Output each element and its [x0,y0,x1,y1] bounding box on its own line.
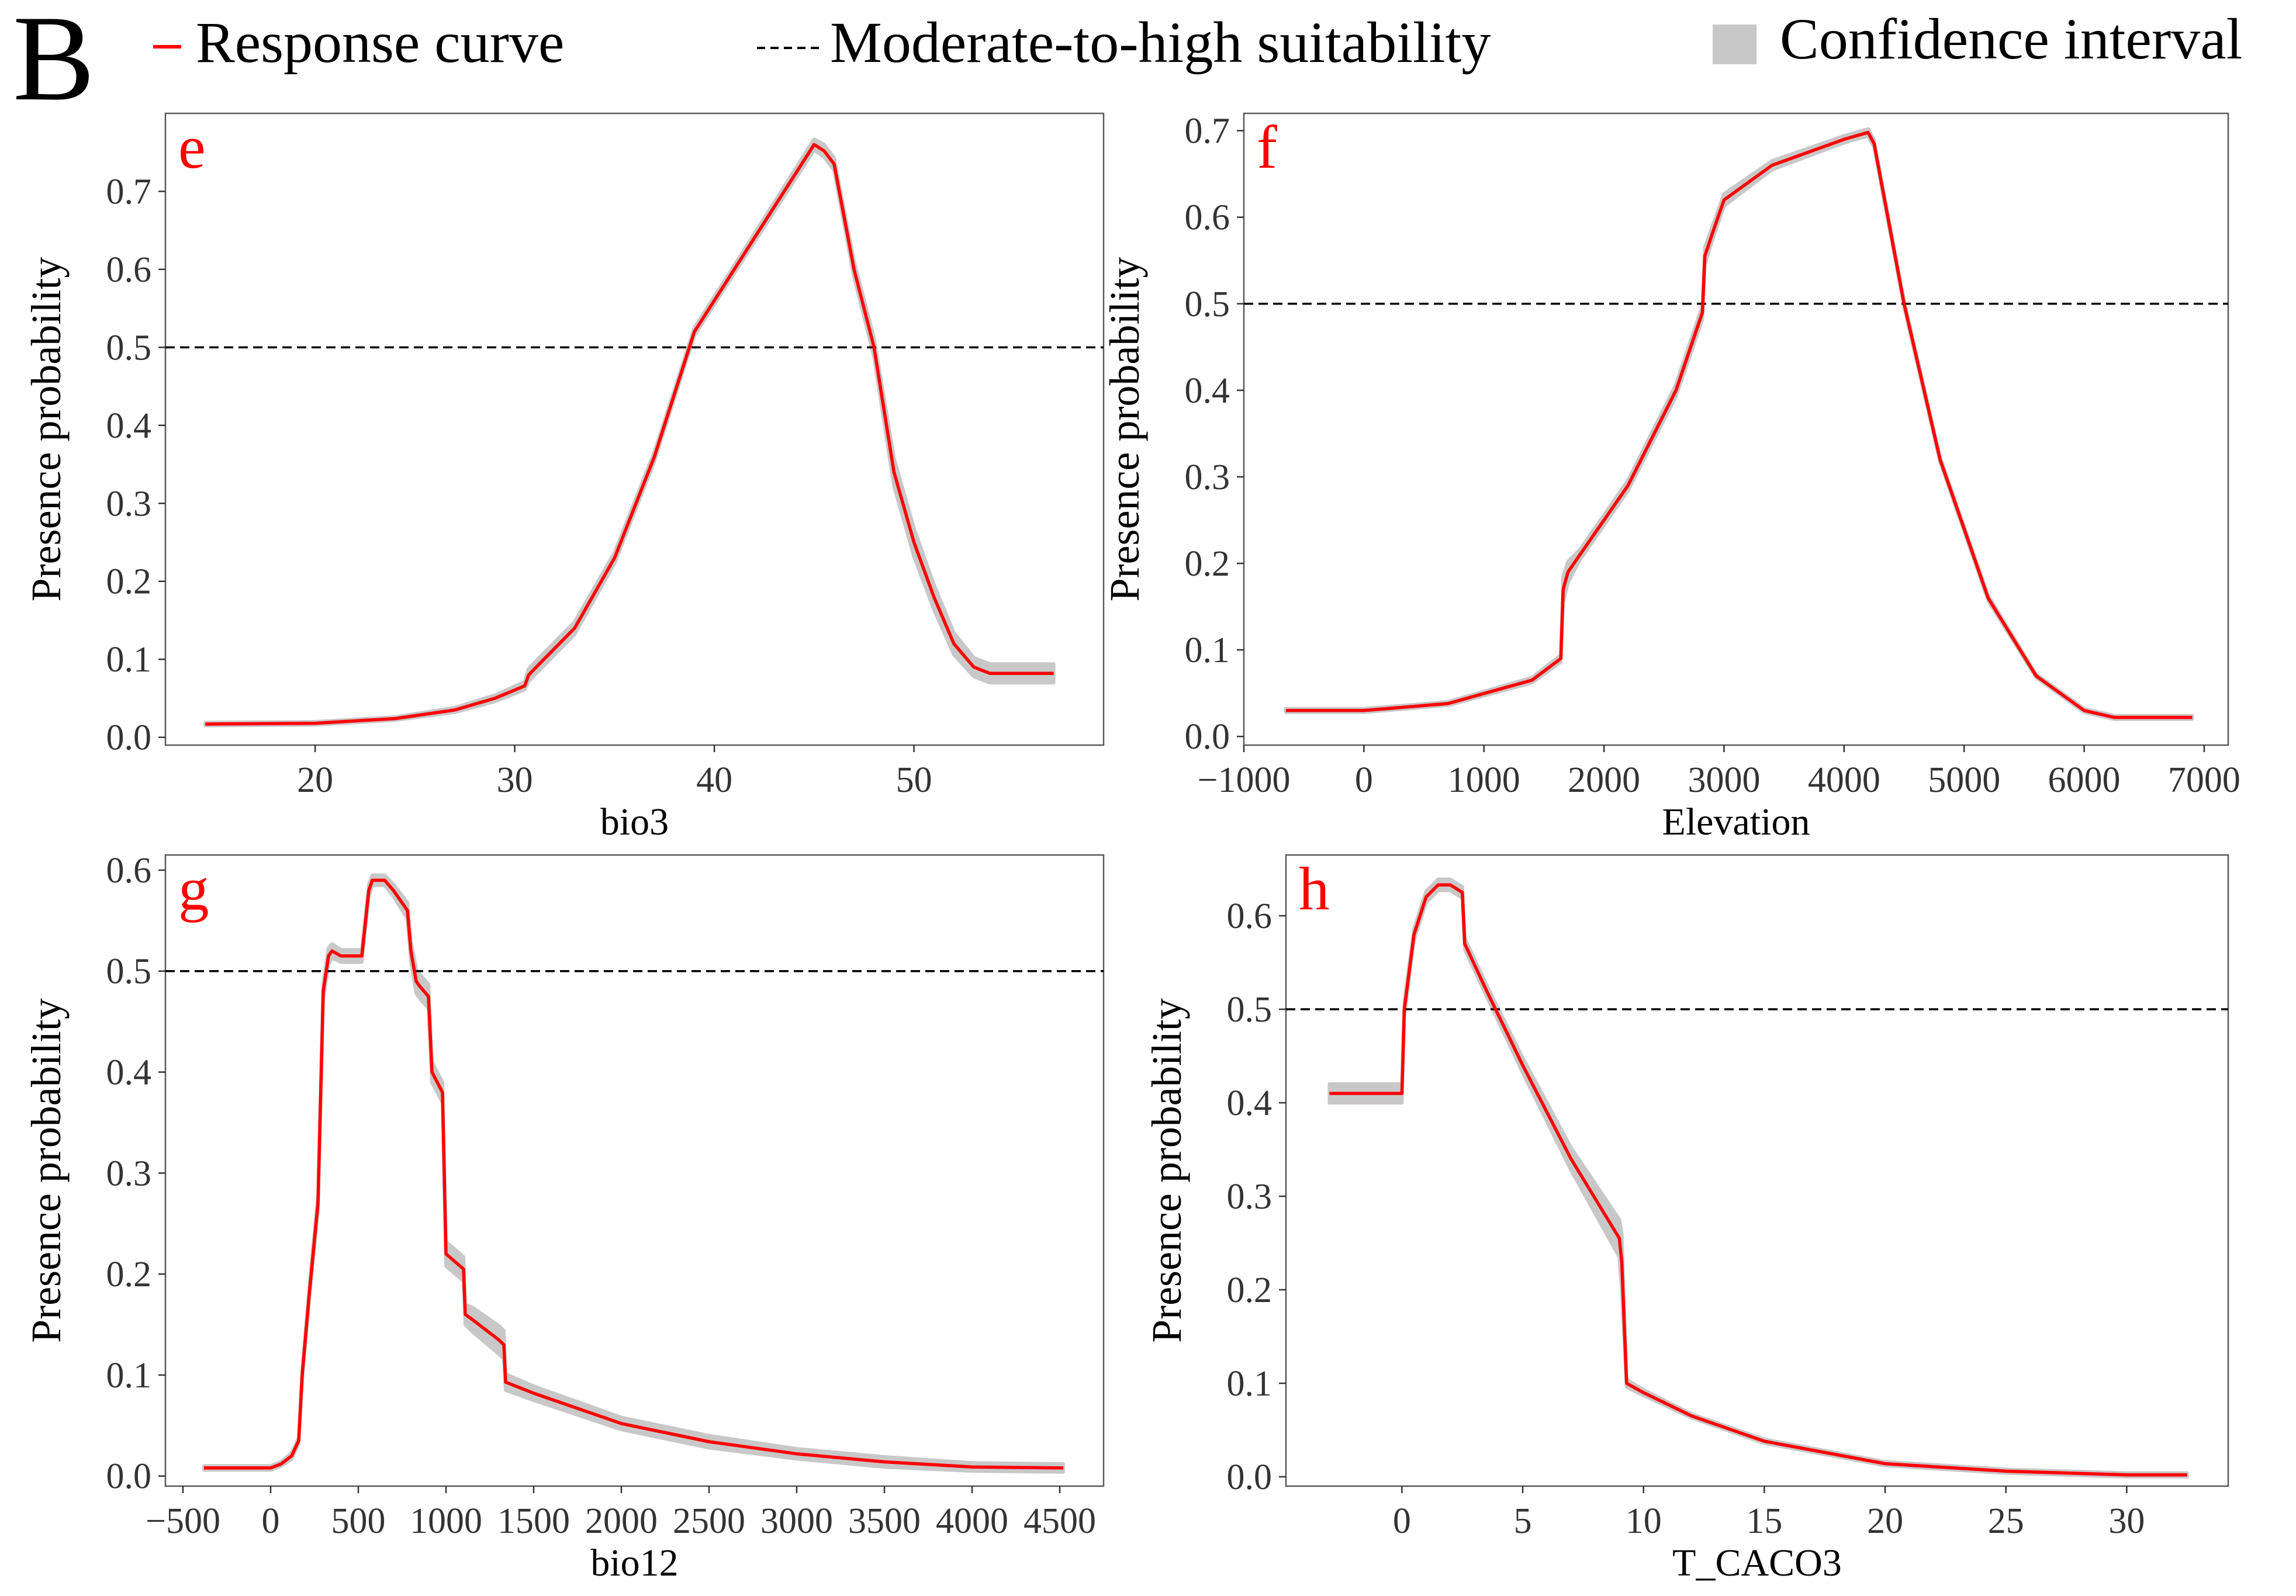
chart-e-y-tick-label: 0.6 [106,250,152,290]
chart-f-y-axis-label: Presence probability [1101,257,1148,602]
chart-e-y-tick-label: 0.5 [106,328,152,368]
chart-e-response-curve [205,143,1054,726]
chart-h-x-tick-label: 5 [1514,1501,1532,1541]
chart-h-x-axis-label: T_CACO3 [1672,1542,1842,1584]
chart-f-y-tick-label: 0.6 [1185,198,1230,238]
chart-e-y-tick-label: 0.0 [106,718,152,758]
chart-f-panel-label: f [1257,113,1277,181]
chart-f-y-tick-label: 0.5 [1185,285,1230,324]
chart-f-x-tick-label: 0 [1355,760,1373,800]
chart-h-y-tick-label: 0.2 [1227,1270,1273,1310]
chart-e-y-tick-label: 0.3 [106,484,152,524]
chart-f: −1000 0 1000 2000 3000 4000 5000 6000 7000 0.0 0.1… [1101,112,2240,843]
chart-f-x-tick-label: 4000 [1808,760,1880,800]
chart-e-y-tick-label: 0.7 [106,172,152,212]
chart-f-y-tick-label: 0.0 [1185,717,1230,757]
chart-g-x-tick-label: 3000 [760,1501,833,1541]
chart-g-y-tick-label: 0.5 [106,952,152,992]
chart-f-x-tick-label: 5000 [1928,760,2000,800]
chart-g-y-axis-label: Presence probability [23,998,70,1343]
chart-g-y-tick-label: 0.6 [106,851,152,891]
chart-e-x-tick-label: 50 [896,760,932,800]
chart-e-y-tick-label: 0.2 [106,562,152,602]
chart-e-x-tick-label: 30 [497,760,533,800]
chart-h-x-tick-label: 0 [1393,1501,1411,1541]
chart-g-response-curve [204,878,1064,1470]
chart-g-x-tick-label: 2500 [673,1501,745,1541]
chart-e-x-tick-label: 40 [696,760,732,800]
legend-response-label: Response curve [196,10,564,75]
chart-f-y-tick-label: 0.7 [1185,112,1230,151]
chart-f-response-curve [1285,130,2193,719]
chart-h-x-tick-label: 15 [1746,1501,1782,1541]
chart-f-y-tick-label: 0.2 [1185,544,1230,584]
chart-f-frame [1243,112,2229,746]
chart-e-panel-label: e [178,113,206,181]
chart-e: 20 30 40 50 0.0 0.1 0.2 0.3 0.4 0.5 0.6 0.7 bio3 Pres… [23,112,1105,843]
chart-f-y-tick-label: 0.4 [1185,371,1230,411]
chart-f-x-tick-label: 7000 [2168,760,2240,800]
chart-e-y-tick-label: 0.4 [106,406,152,446]
chart-f-x-tick-label: −1000 [1198,760,1291,800]
chart-h-confidence-band [1327,877,2189,1479]
chart-g-x-tick-label: 2000 [585,1501,658,1541]
chart-g-frame [164,854,1105,1487]
chart-e-frame [164,112,1105,746]
chart-e-x-tick-label: 20 [297,760,333,800]
chart-e-y-axis-label: Presence probability [23,257,70,602]
chart-g-y-tick-label: 0.1 [106,1356,152,1396]
chart-g-confidence-band [202,873,1065,1474]
chart-f-confidence-band [1284,127,2194,721]
chart-g-x-tick-label: 0 [262,1501,280,1541]
chart-f-y-tick-label: 0.1 [1185,631,1230,670]
chart-h: 0 5 10 15 20 25 30 0.0 0.1 0.2 0.3 0.4 0.5 0.6 T_CACO3… [1143,854,2229,1584]
chart-e-confidence-band [203,137,1056,728]
legend-ci-swatch [1713,25,1756,64]
chart-f-x-tick-label: 1000 [1448,760,1520,800]
chart-f-x-tick-label: 6000 [2048,760,2121,800]
chart-h-response-curve [1329,883,2187,1477]
chart-f-y-tick-label: 0.3 [1185,458,1230,497]
chart-h-panel-label: h [1299,854,1330,923]
chart-h-y-tick-label: 0.3 [1227,1177,1273,1217]
chart-g-y-tick-label: 0.0 [106,1457,152,1497]
chart-h-y-tick-label: 0.0 [1227,1457,1273,1497]
chart-g-x-tick-label: 1000 [410,1501,482,1541]
chart-e-y-tick-label: 0.1 [106,640,152,680]
chart-f-x-tick-label: 2000 [1568,760,1640,800]
chart-g: −500 0 500 1000 1500 2000 2500 3000 3500 4000 4500… [23,851,1105,1584]
chart-g-x-axis-label: bio12 [590,1542,678,1584]
chart-e-x-axis-label: bio3 [600,801,669,843]
chart-g-x-tick-label: 4000 [936,1501,1008,1541]
panel-letter: B [13,0,95,126]
chart-h-y-axis-label: Presence probability [1143,998,1190,1343]
chart-h-y-tick-label: 0.1 [1227,1364,1273,1404]
chart-g-x-tick-label: 1500 [497,1501,570,1541]
chart-g-x-tick-label: 4500 [1023,1501,1096,1541]
chart-f-x-tick-label: 3000 [1688,760,1760,800]
chart-g-y-tick-label: 0.2 [106,1255,152,1294]
chart-h-x-tick-label: 10 [1626,1501,1662,1541]
chart-g-panel-label: g [178,854,209,923]
chart-g-x-tick-label: 3500 [848,1501,921,1541]
chart-h-y-tick-label: 0.5 [1227,990,1273,1030]
chart-f-x-axis-label: Elevation [1662,801,1810,843]
chart-g-x-tick-label: 500 [331,1501,386,1541]
chart-h-y-tick-label: 0.4 [1227,1083,1273,1123]
chart-h-y-tick-label: 0.6 [1227,896,1273,936]
legend-ci-label: Confidence interval [1780,6,2242,71]
chart-g-x-tick-label: −500 [146,1501,220,1541]
chart-h-x-tick-label: 25 [1988,1501,2024,1541]
chart-h-frame [1285,854,2229,1487]
chart-h-x-tick-label: 30 [2108,1501,2145,1541]
legend-threshold-label: Moderate-to-high suitability [830,10,1491,75]
chart-h-x-tick-label: 20 [1867,1501,1903,1541]
chart-g-y-tick-label: 0.4 [106,1053,152,1093]
chart-g-y-tick-label: 0.3 [106,1154,152,1193]
